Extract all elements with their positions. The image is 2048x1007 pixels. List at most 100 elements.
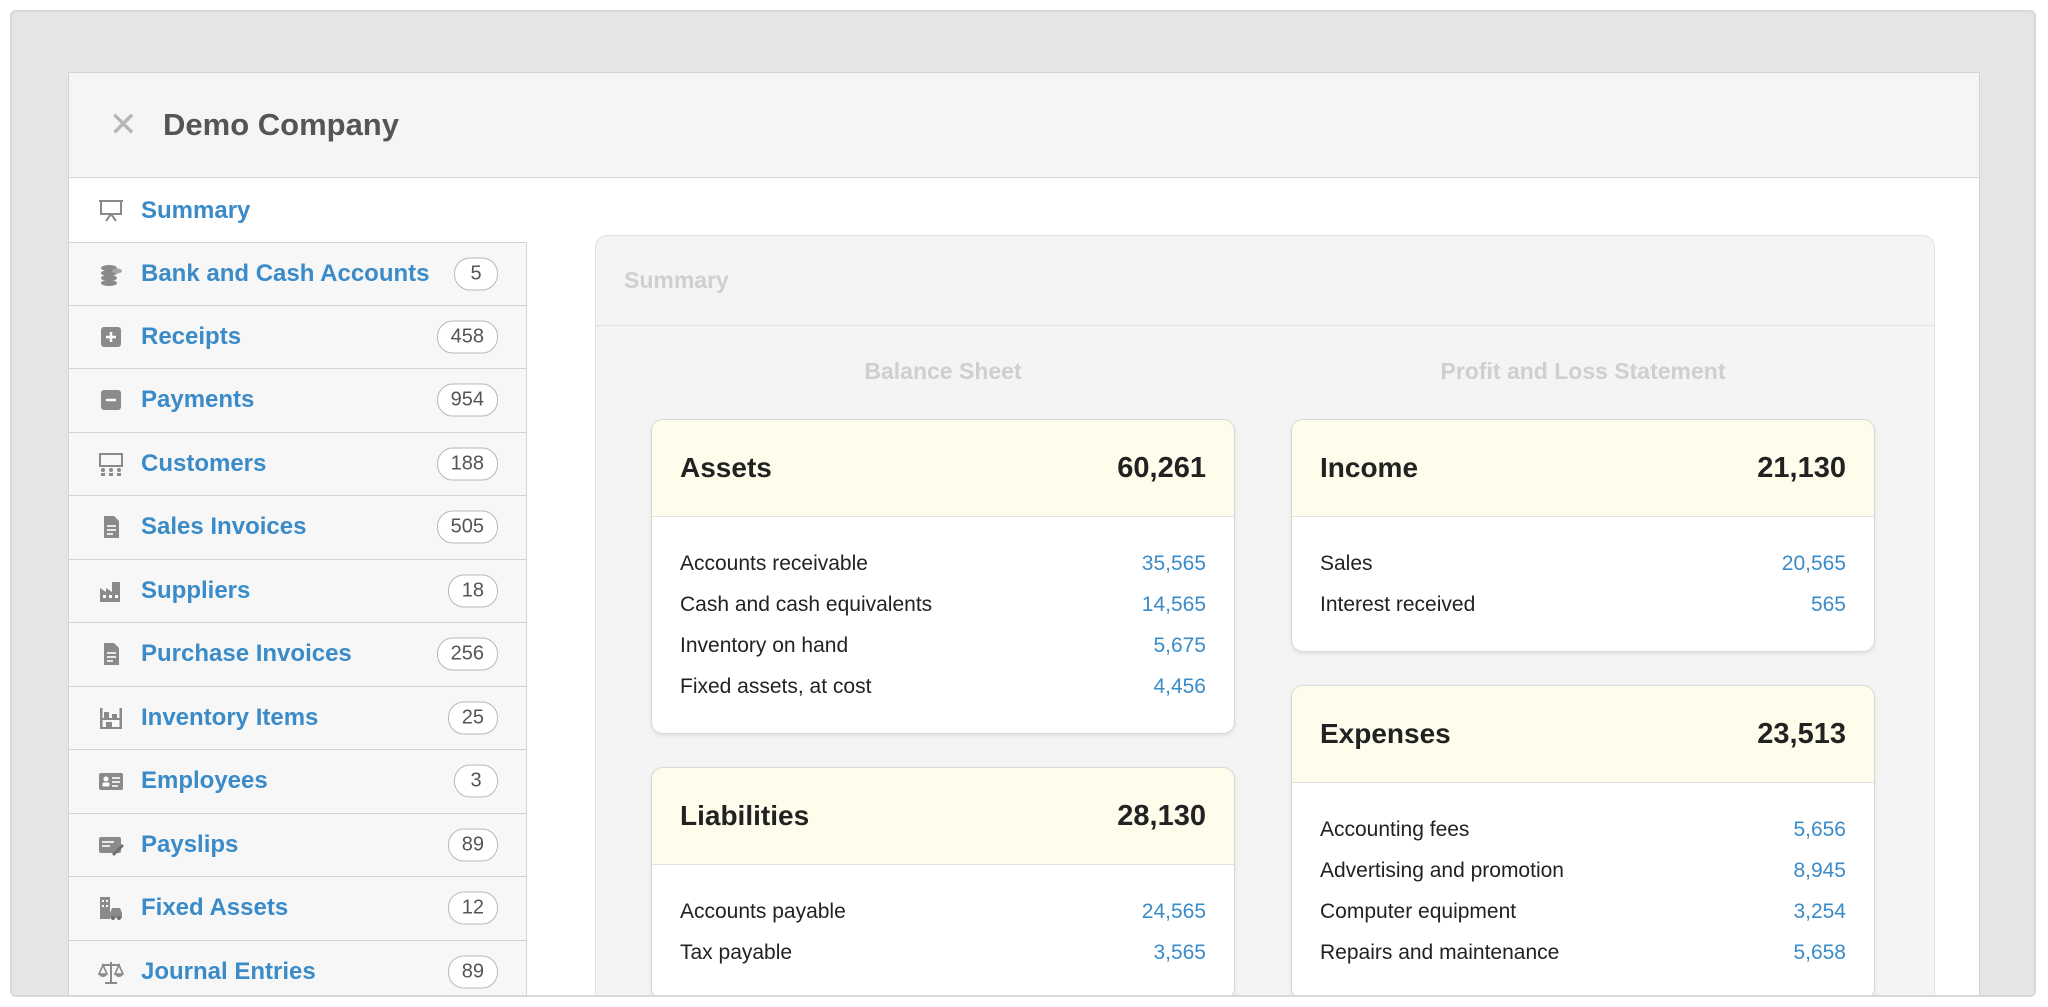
sidebar-item-label: Journal Entries: [141, 957, 316, 985]
card-total: 60,261: [1117, 451, 1206, 484]
row-label: Accounts payable: [680, 899, 846, 923]
panel-title: Summary: [624, 267, 729, 293]
income-card: Income 21,130 Sales 20,565 Interest rece…: [1291, 419, 1875, 652]
row-value-link[interactable]: 3,254: [1793, 899, 1846, 923]
card-header: Income 21,130: [1292, 420, 1874, 517]
card-header: Assets 60,261: [652, 420, 1234, 517]
shelf-icon: [97, 704, 125, 732]
sidebar-item-label: Payslips: [141, 830, 239, 858]
count-badge: 458: [436, 320, 498, 354]
building-car-icon: [97, 894, 125, 922]
count-badge: 256: [436, 637, 498, 671]
close-icon[interactable]: ✕: [109, 106, 138, 144]
card-title: Assets: [680, 452, 772, 483]
sidebar-item-label: Purchase Invoices: [141, 640, 352, 668]
scales-icon: [97, 958, 125, 986]
panel-header: Summary: [596, 236, 1934, 326]
sidebar: Summary Bank and Cash Accounts 5 Receipt…: [69, 179, 527, 995]
row-value-link[interactable]: 5,658: [1793, 940, 1846, 964]
sidebar-item-inventory-items[interactable]: Inventory Items 25: [69, 686, 527, 750]
sidebar-item-sales-invoices[interactable]: Sales Invoices 505: [69, 496, 527, 560]
liabilities-card: Liabilities 28,130 Accounts payable 24,5…: [651, 767, 1235, 995]
sidebar-item-label: Fixed Assets: [141, 894, 289, 922]
row-value-link[interactable]: 20,565: [1781, 551, 1846, 575]
document-icon: [97, 640, 125, 668]
sidebar-item-bank-and-cash-accounts[interactable]: Bank and Cash Accounts 5: [69, 242, 527, 306]
sidebar-item-payslips[interactable]: Payslips 89: [69, 813, 527, 877]
company-title: Demo Company: [163, 107, 399, 142]
table-row: Repairs and maintenance 5,658: [1320, 932, 1846, 973]
sidebar-item-payments[interactable]: Payments 954: [69, 369, 527, 433]
sidebar-item-journal-entries[interactable]: Journal Entries 89: [69, 940, 527, 995]
sidebar-item-suppliers[interactable]: Suppliers 18: [69, 559, 527, 623]
sidebar-item-employees[interactable]: Employees 3: [69, 750, 527, 814]
row-label: Fixed assets, at cost: [680, 674, 872, 698]
table-row: Fixed assets, at cost 4,456: [680, 666, 1206, 707]
row-value-link[interactable]: 14,565: [1141, 592, 1206, 616]
sidebar-item-label: Sales Invoices: [141, 513, 307, 541]
row-value-link[interactable]: 8,945: [1793, 858, 1846, 882]
sidebar-item-label: Employees: [141, 767, 268, 795]
row-label: Advertising and promotion: [1320, 858, 1564, 882]
id-card-icon: [97, 767, 125, 795]
row-label: Tax payable: [680, 940, 793, 964]
row-label: Computer equipment: [1320, 899, 1517, 923]
table-row: Accounts payable 24,565: [680, 891, 1206, 932]
row-label: Accounts receivable: [680, 551, 868, 575]
count-badge: 25: [447, 701, 498, 735]
row-value-link[interactable]: 565: [1810, 592, 1846, 616]
row-label: Interest received: [1320, 592, 1476, 616]
table-row: Tax payable 3,565: [680, 932, 1206, 973]
balance-sheet-title: Balance Sheet: [864, 358, 1022, 384]
table-row: Interest received 565: [1320, 584, 1846, 625]
card-total: 21,130: [1757, 451, 1846, 484]
card-header: Liabilities 28,130: [652, 768, 1234, 865]
table-row: Computer equipment 3,254: [1320, 891, 1846, 932]
document-icon: [97, 513, 125, 541]
count-badge: 12: [447, 891, 498, 925]
coins-icon: [97, 260, 125, 288]
row-value-link[interactable]: 5,656: [1793, 817, 1846, 841]
row-value-link[interactable]: 24,565: [1141, 899, 1206, 923]
row-label: Cash and cash equivalents: [680, 592, 933, 616]
card-title: Liabilities: [680, 800, 810, 831]
payslip-icon: [97, 831, 125, 859]
sidebar-item-fixed-assets[interactable]: Fixed Assets 12: [69, 877, 527, 941]
card-title: Expenses: [1320, 718, 1451, 749]
app-frame: ✕ Demo Company Summary Bank and Cash Acc…: [10, 10, 2036, 997]
row-label: Repairs and maintenance: [1320, 940, 1560, 964]
table-row: Cash and cash equivalents 14,565: [680, 584, 1206, 625]
sidebar-item-label: Receipts: [141, 322, 242, 350]
count-badge: 3: [454, 764, 498, 798]
count-badge: 89: [447, 955, 498, 989]
sidebar-item-label: Suppliers: [141, 576, 251, 604]
row-value-link[interactable]: 5,675: [1153, 633, 1206, 657]
table-row: Accounts receivable 35,565: [680, 543, 1206, 584]
table-row: Advertising and promotion 8,945: [1320, 850, 1846, 891]
count-badge: 5: [454, 257, 498, 291]
card-total: 23,513: [1757, 717, 1846, 750]
sidebar-item-customers[interactable]: Customers 188: [69, 432, 527, 496]
presentation-icon: [97, 197, 125, 225]
plus-square-icon: [97, 323, 125, 351]
row-value-link[interactable]: 3,565: [1153, 940, 1206, 964]
expenses-card: Expenses 23,513 Accounting fees 5,656 Ad…: [1291, 685, 1875, 995]
sidebar-item-summary[interactable]: Summary: [69, 179, 527, 242]
minus-square-icon: [97, 386, 125, 414]
factory-icon: [97, 577, 125, 605]
row-label: Accounting fees: [1320, 817, 1470, 841]
table-row: Sales 20,565: [1320, 543, 1846, 584]
row-value-link[interactable]: 35,565: [1141, 551, 1206, 575]
count-badge: 505: [436, 510, 498, 544]
assets-card: Assets 60,261 Accounts receivable 35,565…: [651, 419, 1235, 734]
card-total: 28,130: [1117, 799, 1206, 832]
count-badge: 188: [436, 447, 498, 481]
sidebar-item-label: Customers: [141, 449, 267, 477]
sidebar-item-receipts[interactable]: Receipts 458: [69, 305, 527, 369]
row-value-link[interactable]: 4,456: [1153, 674, 1206, 698]
count-badge: 89: [447, 828, 498, 862]
row-label: Inventory on hand: [680, 633, 849, 657]
sidebar-item-purchase-invoices[interactable]: Purchase Invoices 256: [69, 623, 527, 687]
card-title: Income: [1320, 452, 1419, 483]
sidebar-item-label: Payments: [141, 386, 255, 414]
